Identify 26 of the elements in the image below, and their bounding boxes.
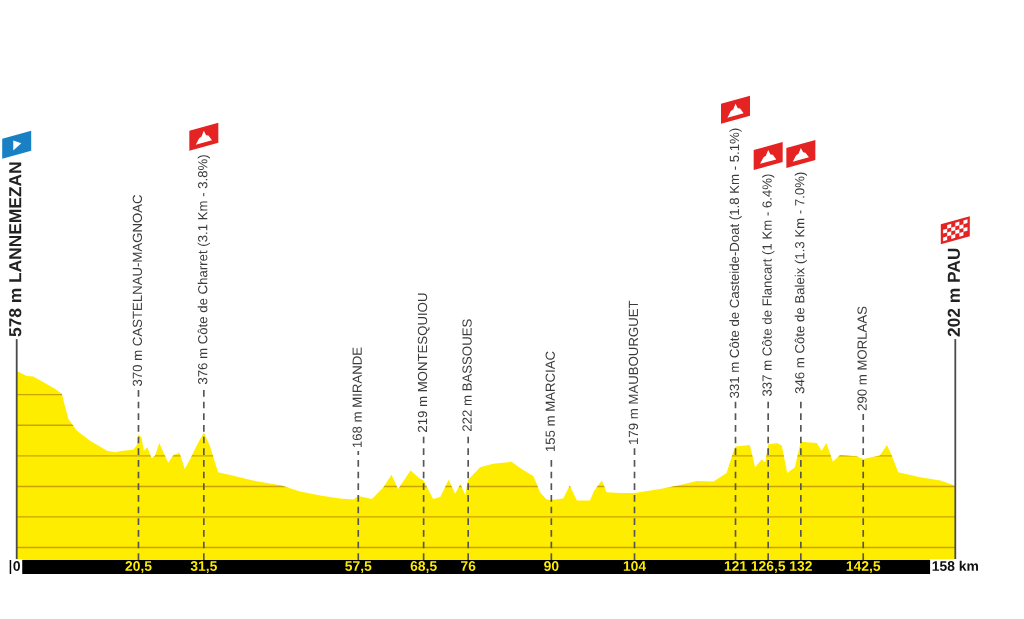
- ref-line-label: 168 m MIRANDE: [352, 347, 362, 448]
- ref-line-label: 202 m PAU: [947, 248, 960, 337]
- x-tick-label: 68,5: [410, 561, 437, 573]
- ref-line-label: 155 m MARCIAC: [545, 351, 555, 452]
- ref-line-label: 290 m MORLAAS: [857, 306, 867, 411]
- x-tick-label: 104: [623, 561, 647, 571]
- x-tick-label: 31,5: [190, 561, 217, 573]
- x-tick-label: 0: [13, 561, 20, 571]
- ref-line-label: 222 m BASSOUES: [462, 319, 472, 432]
- ref-line-label: 179 m MAUBOURGUET: [628, 300, 639, 444]
- ref-line-label: 370 m CASTELNAU-MAGNOAC: [132, 194, 143, 386]
- x-tick-label: 90: [544, 561, 559, 571]
- x-tick-label: 20,5: [125, 561, 152, 573]
- x-tick-label: 57,5: [345, 561, 372, 573]
- x-tick-label: 132: [790, 561, 812, 571]
- ref-line-label: 331 m Côte de Casteide-Doat (1.8 Km - 5.1%): [729, 128, 742, 398]
- ref-line-label: 376 m Côte de Charret (3.1 Km - 3.8%): [197, 155, 210, 385]
- x-tick-label: 76: [461, 561, 476, 571]
- ref-line-label: 346 m Côte de Baleix (1.3 Km - 7.0%): [794, 172, 808, 394]
- x-tick-label: 158 km: [932, 560, 978, 571]
- ref-line-label: 578 m LANNEMEZAN: [9, 162, 22, 337]
- ref-line-label: 337 m Côte de Flancart (1 Km - 6.4%): [762, 174, 775, 397]
- x-tick-label: 126,5: [751, 561, 786, 573]
- x-tick-label: 121: [724, 561, 747, 571]
- x-tick-label: 142,5: [846, 561, 881, 573]
- ref-line-label: 219 m MONTESQUIOU: [417, 293, 430, 432]
